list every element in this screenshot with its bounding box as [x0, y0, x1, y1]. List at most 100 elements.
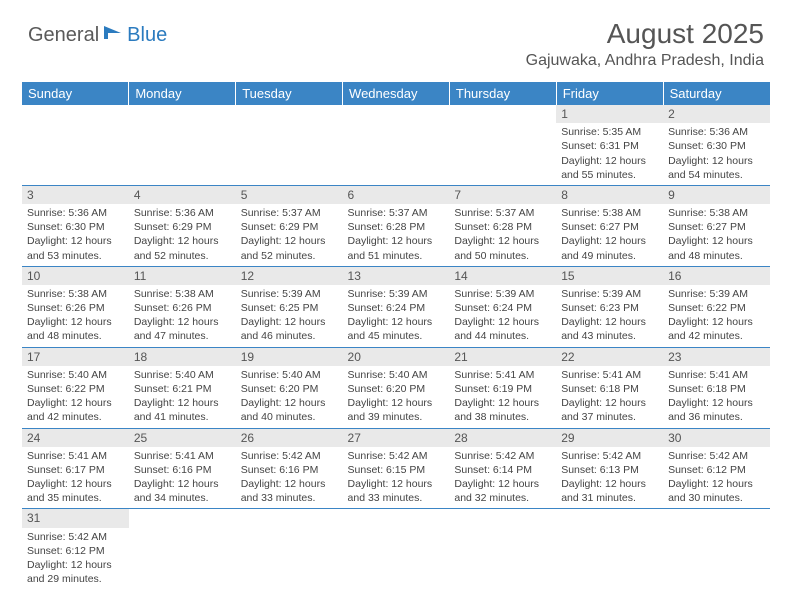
calendar-day-cell: 4Sunrise: 5:36 AMSunset: 6:29 PMDaylight…	[129, 185, 236, 266]
calendar-day-cell	[663, 509, 770, 589]
day-details: Sunrise: 5:41 AMSunset: 6:17 PMDaylight:…	[22, 449, 129, 509]
day-number: 16	[663, 267, 770, 285]
day-number: 20	[343, 348, 450, 366]
day-number: 31	[22, 509, 129, 527]
day-number: 4	[129, 186, 236, 204]
header: General Blue August 2025 Gajuwaka, Andhr…	[0, 0, 792, 78]
calendar-day-cell: 31 Sunrise: 5:42 AMSunset: 6:12 PMDayligh…	[22, 509, 129, 589]
day-number: 26	[236, 429, 343, 447]
calendar-day-cell: 24 Sunrise: 5:41 AMSunset: 6:17 PMDayligh…	[22, 428, 129, 509]
day-details: Sunrise: 5:35 AMSunset: 6:31 PMDaylight:…	[556, 125, 663, 185]
calendar-day-cell: 19Sunrise: 5:40 AMSunset: 6:20 PMDayligh…	[236, 347, 343, 428]
day-number: 8	[556, 186, 663, 204]
dayname-header: Monday	[129, 82, 236, 105]
day-number: 13	[343, 267, 450, 285]
calendar-day-cell: 9 Sunrise: 5:38 AMSunset: 6:27 PMDaylight…	[663, 185, 770, 266]
calendar-week-row: 24 Sunrise: 5:41 AMSunset: 6:17 PMDayligh…	[22, 428, 770, 509]
day-details: Sunrise: 5:37 AMSunset: 6:28 PMDaylight:…	[449, 206, 556, 266]
calendar-day-cell: 7 Sunrise: 5:37 AMSunset: 6:28 PMDaylight…	[449, 185, 556, 266]
day-details: Sunrise: 5:39 AMSunset: 6:25 PMDaylight:…	[236, 287, 343, 347]
day-number: 2	[663, 105, 770, 123]
day-details: Sunrise: 5:41 AMSunset: 6:16 PMDaylight:…	[129, 449, 236, 509]
month-title: August 2025	[526, 18, 764, 50]
day-number: 23	[663, 348, 770, 366]
day-details: Sunrise: 5:38 AMSunset: 6:27 PMDaylight:…	[556, 206, 663, 266]
day-number: 18	[129, 348, 236, 366]
day-details: Sunrise: 5:36 AMSunset: 6:30 PMDaylight:…	[663, 125, 770, 185]
calendar-day-cell: 26 Sunrise: 5:42 AMSunset: 6:16 PMDayligh…	[236, 428, 343, 509]
calendar-day-cell: 21Sunrise: 5:41 AMSunset: 6:19 PMDayligh…	[449, 347, 556, 428]
calendar-day-cell	[449, 105, 556, 185]
day-details: Sunrise: 5:36 AMSunset: 6:30 PMDaylight:…	[22, 206, 129, 266]
calendar-day-cell: 11 Sunrise: 5:38 AMSunset: 6:26 PMDayligh…	[129, 266, 236, 347]
day-number: 10	[22, 267, 129, 285]
calendar-day-cell: 10 Sunrise: 5:38 AMSunset: 6:26 PMDayligh…	[22, 266, 129, 347]
calendar-day-cell: 13Sunrise: 5:39 AMSunset: 6:24 PMDayligh…	[343, 266, 450, 347]
day-number: 19	[236, 348, 343, 366]
day-number: 22	[556, 348, 663, 366]
calendar-table: SundayMondayTuesdayWednesdayThursdayFrid…	[22, 82, 770, 589]
calendar-day-cell: 30 Sunrise: 5:42 AMSunset: 6:12 PMDayligh…	[663, 428, 770, 509]
calendar-day-cell: 22Sunrise: 5:41 AMSunset: 6:18 PMDayligh…	[556, 347, 663, 428]
day-number: 7	[449, 186, 556, 204]
day-number: 3	[22, 186, 129, 204]
day-number: 9	[663, 186, 770, 204]
day-number: 14	[449, 267, 556, 285]
calendar-day-cell: 3 Sunrise: 5:36 AMSunset: 6:30 PMDaylight…	[22, 185, 129, 266]
day-number: 17	[22, 348, 129, 366]
day-details: Sunrise: 5:38 AMSunset: 6:26 PMDaylight:…	[129, 287, 236, 347]
calendar-day-cell	[449, 509, 556, 589]
day-details: Sunrise: 5:42 AMSunset: 6:16 PMDaylight:…	[236, 449, 343, 509]
day-number: 1	[556, 105, 663, 123]
calendar-day-cell: 5 Sunrise: 5:37 AMSunset: 6:29 PMDaylight…	[236, 185, 343, 266]
calendar-day-cell: 8 Sunrise: 5:38 AMSunset: 6:27 PMDaylight…	[556, 185, 663, 266]
day-details: Sunrise: 5:40 AMSunset: 6:20 PMDaylight:…	[343, 368, 450, 428]
calendar-day-cell: 17Sunrise: 5:40 AMSunset: 6:22 PMDayligh…	[22, 347, 129, 428]
dayname-header: Saturday	[663, 82, 770, 105]
calendar-day-cell: 18 Sunrise: 5:40 AMSunset: 6:21 PMDayligh…	[129, 347, 236, 428]
calendar-week-row: 1 Sunrise: 5:35 AMSunset: 6:31 PMDaylight…	[22, 105, 770, 185]
logo-flag-icon	[103, 24, 125, 47]
day-details: Sunrise: 5:42 AMSunset: 6:12 PMDaylight:…	[22, 530, 129, 590]
day-details: Sunrise: 5:39 AMSunset: 6:22 PMDaylight:…	[663, 287, 770, 347]
calendar-day-cell: 29 Sunrise: 5:42 AMSunset: 6:13 PMDayligh…	[556, 428, 663, 509]
day-number: 30	[663, 429, 770, 447]
day-number: 5	[236, 186, 343, 204]
calendar-day-cell: 2 Sunrise: 5:36 AMSunset: 6:30 PMDaylight…	[663, 105, 770, 185]
calendar-day-cell: 25 Sunrise: 5:41 AMSunset: 6:16 PMDayligh…	[129, 428, 236, 509]
day-details: Sunrise: 5:42 AMSunset: 6:12 PMDaylight:…	[663, 449, 770, 509]
day-number: 11	[129, 267, 236, 285]
location: Gajuwaka, Andhra Pradesh, India	[526, 52, 764, 70]
calendar-day-cell: 16 Sunrise: 5:39 AMSunset: 6:22 PMDayligh…	[663, 266, 770, 347]
day-details: Sunrise: 5:42 AMSunset: 6:13 PMDaylight:…	[556, 449, 663, 509]
day-number: 28	[449, 429, 556, 447]
calendar-day-cell: 28 Sunrise: 5:42 AMSunset: 6:14 PMDayligh…	[449, 428, 556, 509]
dayname-header: Friday	[556, 82, 663, 105]
day-details: Sunrise: 5:37 AMSunset: 6:28 PMDaylight:…	[343, 206, 450, 266]
title-block: August 2025 Gajuwaka, Andhra Pradesh, In…	[526, 18, 764, 70]
day-details: Sunrise: 5:39 AMSunset: 6:23 PMDaylight:…	[556, 287, 663, 347]
day-details: Sunrise: 5:37 AMSunset: 6:29 PMDaylight:…	[236, 206, 343, 266]
calendar-day-cell: 1 Sunrise: 5:35 AMSunset: 6:31 PMDaylight…	[556, 105, 663, 185]
day-details: Sunrise: 5:38 AMSunset: 6:27 PMDaylight:…	[663, 206, 770, 266]
calendar-day-cell	[343, 105, 450, 185]
day-number: 29	[556, 429, 663, 447]
calendar-day-cell	[22, 105, 129, 185]
day-number: 21	[449, 348, 556, 366]
calendar-day-cell: 20 Sunrise: 5:40 AMSunset: 6:20 PMDayligh…	[343, 347, 450, 428]
logo-text-general: General	[28, 24, 99, 47]
day-number: 25	[129, 429, 236, 447]
logo: General Blue	[28, 24, 167, 47]
day-number: 12	[236, 267, 343, 285]
dayname-header: Sunday	[22, 82, 129, 105]
day-details: Sunrise: 5:38 AMSunset: 6:26 PMDaylight:…	[22, 287, 129, 347]
day-number: 24	[22, 429, 129, 447]
calendar-week-row: 10Sunrise: 5:38 AMSunset: 6:26 PMDayligh…	[22, 266, 770, 347]
calendar-week-row: 31 Sunrise: 5:42 AMSunset: 6:12 PMDayligh…	[22, 509, 770, 589]
day-details: Sunrise: 5:40 AMSunset: 6:21 PMDaylight:…	[129, 368, 236, 428]
calendar-day-cell: 23Sunrise: 5:41 AMSunset: 6:18 PMDayligh…	[663, 347, 770, 428]
dayname-header: Tuesday	[236, 82, 343, 105]
calendar-day-cell: 12 Sunrise: 5:39 AMSunset: 6:25 PMDayligh…	[236, 266, 343, 347]
day-details: Sunrise: 5:42 AMSunset: 6:14 PMDaylight:…	[449, 449, 556, 509]
calendar-day-cell: 14Sunrise: 5:39 AMSunset: 6:24 PMDayligh…	[449, 266, 556, 347]
